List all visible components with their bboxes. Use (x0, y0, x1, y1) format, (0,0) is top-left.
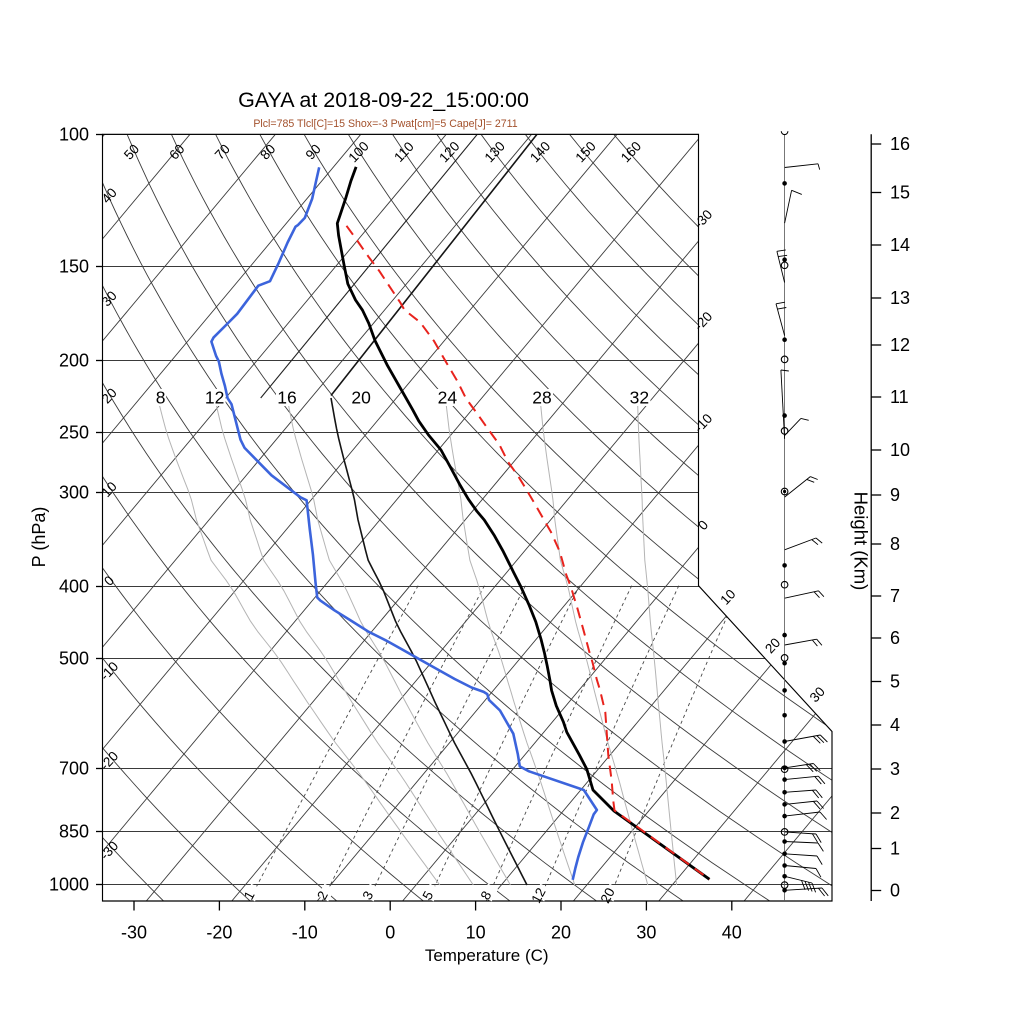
svg-text:13: 13 (890, 288, 910, 308)
svg-text:4: 4 (890, 715, 900, 735)
svg-text:Plcl=785 Tlcl[C]=15 Shox=-3 Pw: Plcl=785 Tlcl[C]=15 Shox=-3 Pwat[cm]=5 C… (253, 118, 517, 130)
svg-text:250: 250 (59, 423, 89, 443)
svg-text:0: 0 (385, 923, 395, 943)
svg-text:10: 10 (717, 586, 738, 607)
svg-text:P (hPa): P (hPa) (29, 507, 49, 568)
svg-text:Temperature (C): Temperature (C) (425, 946, 549, 965)
svg-text:7: 7 (890, 586, 900, 606)
svg-text:3: 3 (890, 759, 900, 779)
svg-text:15: 15 (890, 183, 910, 203)
svg-text:1: 1 (890, 839, 900, 859)
svg-text:40: 40 (99, 185, 120, 206)
svg-text:20: 20 (351, 388, 371, 408)
svg-text:5: 5 (890, 672, 900, 692)
svg-text:20: 20 (99, 385, 120, 406)
svg-text:0: 0 (890, 881, 900, 901)
svg-text:70: 70 (212, 141, 233, 162)
svg-text:-30: -30 (121, 923, 147, 943)
svg-text:60: 60 (166, 141, 187, 162)
svg-text:32: 32 (630, 388, 649, 408)
svg-text:16: 16 (277, 388, 296, 408)
svg-text:10: 10 (99, 479, 120, 500)
svg-text:10: 10 (466, 923, 486, 943)
svg-text:12: 12 (528, 885, 548, 905)
svg-text:-10: -10 (292, 923, 318, 943)
svg-text:9: 9 (890, 485, 900, 505)
svg-text:10: 10 (890, 440, 910, 460)
svg-text:30: 30 (636, 923, 656, 943)
svg-text:14: 14 (890, 235, 910, 255)
svg-text:30: 30 (807, 684, 828, 705)
svg-text:28: 28 (532, 388, 551, 408)
svg-text:11: 11 (890, 387, 909, 407)
svg-text:50: 50 (121, 141, 142, 162)
svg-text:20: 20 (762, 635, 783, 656)
svg-text:20: 20 (551, 923, 571, 943)
svg-text:300: 300 (59, 483, 89, 503)
svg-text:200: 200 (59, 351, 89, 371)
svg-text:8: 8 (156, 388, 166, 408)
svg-text:1000: 1000 (49, 875, 89, 895)
svg-text:100: 100 (59, 125, 89, 145)
svg-text:80: 80 (257, 141, 278, 162)
svg-text:400: 400 (59, 577, 89, 597)
svg-text:150: 150 (59, 257, 89, 277)
svg-text:GAYA at 2018-09-22_15:00:00: GAYA at 2018-09-22_15:00:00 (238, 88, 529, 112)
svg-text:2: 2 (890, 803, 900, 823)
svg-text:30: 30 (99, 288, 120, 309)
svg-text:40: 40 (722, 923, 742, 943)
svg-text:20: 20 (598, 885, 618, 905)
svg-text:700: 700 (59, 759, 89, 779)
svg-text:850: 850 (59, 822, 89, 842)
svg-text:12: 12 (205, 388, 224, 408)
svg-text:90: 90 (303, 141, 324, 162)
svg-text:Height (Km): Height (Km) (851, 492, 872, 591)
svg-text:-20: -20 (206, 923, 232, 943)
svg-text:24: 24 (438, 388, 458, 408)
svg-text:500: 500 (59, 649, 89, 669)
svg-text:12: 12 (890, 335, 910, 355)
svg-text:6: 6 (890, 628, 900, 648)
svg-text:8: 8 (890, 534, 900, 554)
svg-text:16: 16 (890, 134, 910, 154)
